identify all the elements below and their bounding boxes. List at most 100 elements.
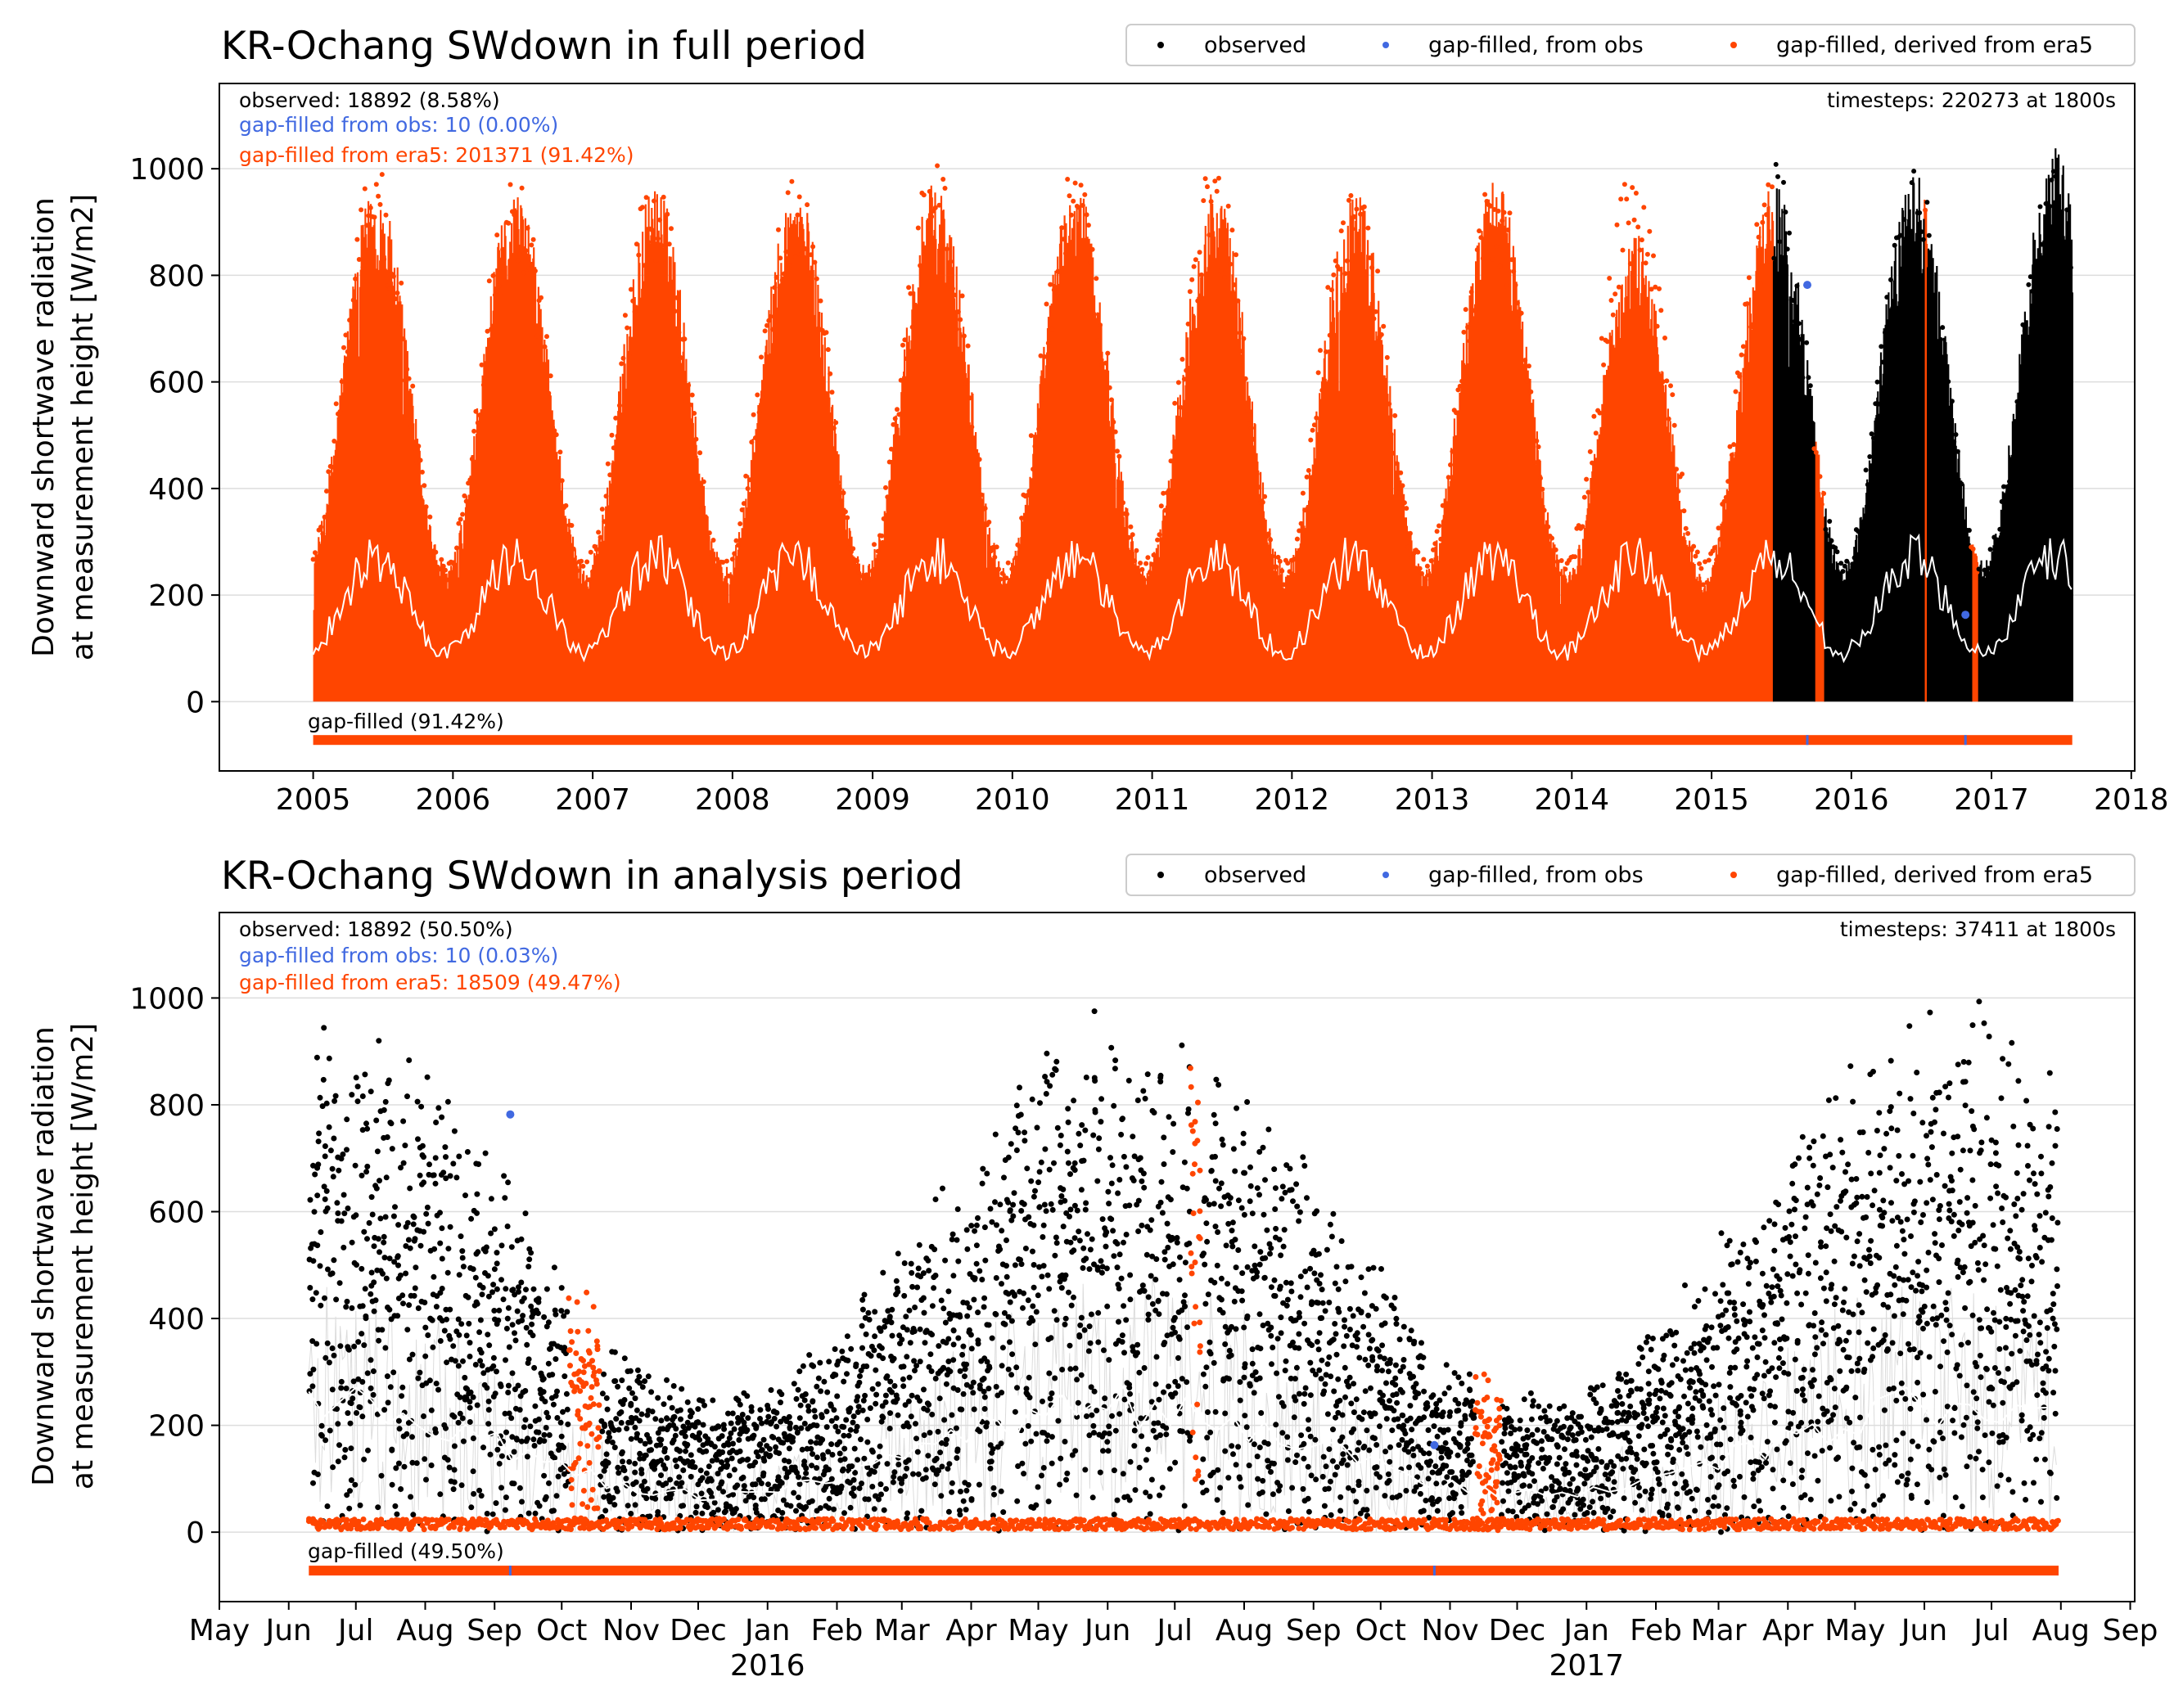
era5-point bbox=[1080, 203, 1085, 208]
observed-point bbox=[2036, 287, 2041, 293]
era5-point bbox=[967, 395, 972, 401]
x-tick-label: Jun bbox=[1900, 1614, 1947, 1647]
era5-point bbox=[833, 420, 839, 426]
era5-point bbox=[661, 194, 666, 200]
x-tick-label: Dec bbox=[1489, 1614, 1546, 1647]
era5-point bbox=[613, 415, 619, 421]
era5-point bbox=[359, 207, 364, 213]
era5-point bbox=[913, 304, 919, 309]
era5-point bbox=[751, 412, 756, 417]
era5-point bbox=[872, 542, 877, 548]
era5-point bbox=[1082, 192, 1088, 197]
era5-point bbox=[400, 336, 406, 342]
era5-point bbox=[1315, 370, 1321, 376]
era5-point bbox=[735, 543, 741, 548]
era5-point bbox=[842, 509, 848, 515]
observed-point bbox=[2064, 207, 2070, 213]
observed-point bbox=[1869, 431, 1874, 437]
era5-point bbox=[1112, 429, 1118, 435]
observed-point bbox=[2022, 328, 2027, 334]
era5-point bbox=[1704, 579, 1710, 585]
legend-marker-gap-era5 bbox=[1730, 42, 1737, 48]
y-tick-label: 200 bbox=[148, 579, 205, 613]
era5-point bbox=[1580, 524, 1585, 530]
era5-point bbox=[1631, 217, 1637, 223]
era5-point bbox=[1750, 322, 1756, 327]
era5-point bbox=[1166, 488, 1172, 493]
era5-point bbox=[559, 478, 565, 484]
era5-point bbox=[1207, 232, 1212, 238]
observed-point bbox=[1844, 558, 1850, 564]
observed-point bbox=[1990, 566, 1995, 572]
era5-point bbox=[766, 318, 772, 323]
observed-point bbox=[2041, 262, 2047, 267]
observed-point bbox=[2013, 441, 2018, 447]
era5-point bbox=[1590, 460, 1595, 466]
era5-point bbox=[1038, 353, 1044, 358]
era5-point bbox=[332, 439, 337, 444]
gap-filled-obs-point bbox=[1803, 281, 1811, 290]
observed-point bbox=[1810, 420, 1815, 426]
era5-point bbox=[1318, 348, 1323, 354]
era5-point bbox=[1683, 525, 1689, 531]
era5-point bbox=[452, 566, 458, 571]
era5-point bbox=[1378, 331, 1384, 337]
era5-point bbox=[399, 280, 404, 286]
era5-point bbox=[563, 502, 569, 508]
era5-point bbox=[1132, 558, 1138, 564]
era5-point bbox=[724, 558, 729, 564]
era5-point bbox=[1817, 474, 1823, 480]
era5-point bbox=[1647, 228, 1653, 234]
era5-point bbox=[942, 186, 948, 191]
observed-point bbox=[1900, 274, 1905, 280]
observed-point bbox=[1794, 283, 1800, 289]
era5-point bbox=[1524, 378, 1530, 384]
observed-point bbox=[1790, 298, 1796, 304]
era5-point bbox=[885, 494, 891, 500]
era5-point bbox=[413, 459, 419, 465]
era5-point bbox=[462, 493, 467, 498]
x-tick-label: Apr bbox=[1762, 1614, 1813, 1647]
era5-point bbox=[480, 382, 486, 388]
observed-point bbox=[1874, 379, 1880, 385]
observed-point bbox=[1784, 246, 1790, 252]
era5-point bbox=[322, 514, 327, 520]
observed-point bbox=[1859, 530, 1865, 535]
era5-point bbox=[683, 399, 689, 404]
era5-point bbox=[529, 242, 534, 248]
era5-point bbox=[439, 557, 444, 562]
era5-point bbox=[313, 550, 318, 556]
era5-point bbox=[1065, 177, 1071, 182]
era5-point bbox=[1421, 557, 1427, 562]
era5-point bbox=[1536, 444, 1541, 449]
era5-point bbox=[912, 316, 918, 322]
era5-point bbox=[1505, 228, 1511, 232]
timeseries-line bbox=[308, 1278, 2057, 1533]
x-tick-label: 2015 bbox=[1674, 783, 1749, 817]
era5-point bbox=[496, 283, 502, 289]
era5-point bbox=[1324, 349, 1328, 354]
observed-point bbox=[1877, 401, 1882, 407]
era5-point bbox=[672, 309, 678, 314]
era5-point bbox=[996, 566, 1001, 572]
era5-point bbox=[752, 435, 758, 440]
era5-point bbox=[1329, 287, 1334, 293]
era5-point bbox=[1497, 264, 1503, 269]
era5-point bbox=[835, 480, 841, 485]
era5-point bbox=[1457, 383, 1463, 389]
era5-point bbox=[599, 507, 605, 512]
era5-point bbox=[1234, 252, 1238, 258]
era5-point bbox=[697, 450, 703, 456]
observed-point bbox=[1937, 336, 1943, 342]
era5-point bbox=[1541, 507, 1547, 513]
era5-point bbox=[720, 560, 726, 565]
era5-point bbox=[1468, 289, 1474, 295]
y-tick-label: 0 bbox=[186, 686, 205, 719]
era5-point bbox=[948, 259, 954, 264]
era5-point bbox=[1321, 379, 1327, 385]
observed-point bbox=[2005, 489, 2010, 495]
observed-point bbox=[1919, 229, 1924, 235]
observed-point bbox=[1909, 180, 1915, 186]
observed-point bbox=[1823, 526, 1829, 532]
